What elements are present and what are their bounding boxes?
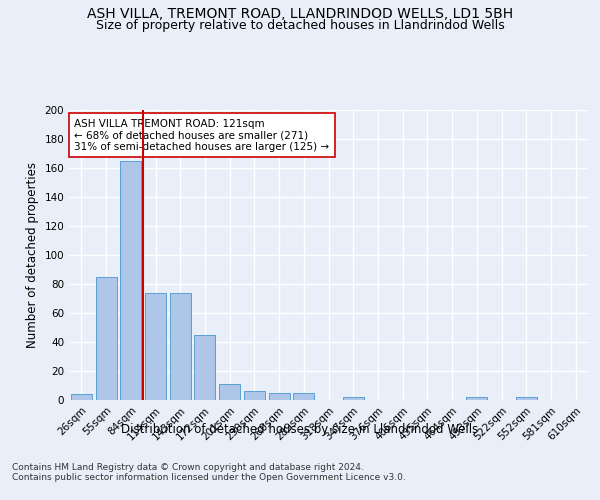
Bar [219, 384, 240, 400]
Bar [95, 277, 116, 400]
Bar [269, 393, 290, 400]
Bar [120, 161, 141, 400]
Bar [343, 397, 364, 400]
Bar [194, 335, 215, 400]
Bar [466, 397, 487, 400]
Text: Size of property relative to detached houses in Llandrindod Wells: Size of property relative to detached ho… [95, 18, 505, 32]
Bar [71, 394, 92, 400]
Text: Contains HM Land Registry data © Crown copyright and database right 2024.
Contai: Contains HM Land Registry data © Crown c… [12, 462, 406, 482]
Text: ASH VILLA, TREMONT ROAD, LLANDRINDOD WELLS, LD1 5BH: ASH VILLA, TREMONT ROAD, LLANDRINDOD WEL… [87, 8, 513, 22]
Text: ASH VILLA TREMONT ROAD: 121sqm
← 68% of detached houses are smaller (271)
31% of: ASH VILLA TREMONT ROAD: 121sqm ← 68% of … [74, 118, 329, 152]
Bar [244, 392, 265, 400]
Bar [145, 292, 166, 400]
Text: Distribution of detached houses by size in Llandrindod Wells: Distribution of detached houses by size … [121, 422, 479, 436]
Bar [170, 292, 191, 400]
Y-axis label: Number of detached properties: Number of detached properties [26, 162, 39, 348]
Bar [516, 397, 537, 400]
Bar [293, 393, 314, 400]
